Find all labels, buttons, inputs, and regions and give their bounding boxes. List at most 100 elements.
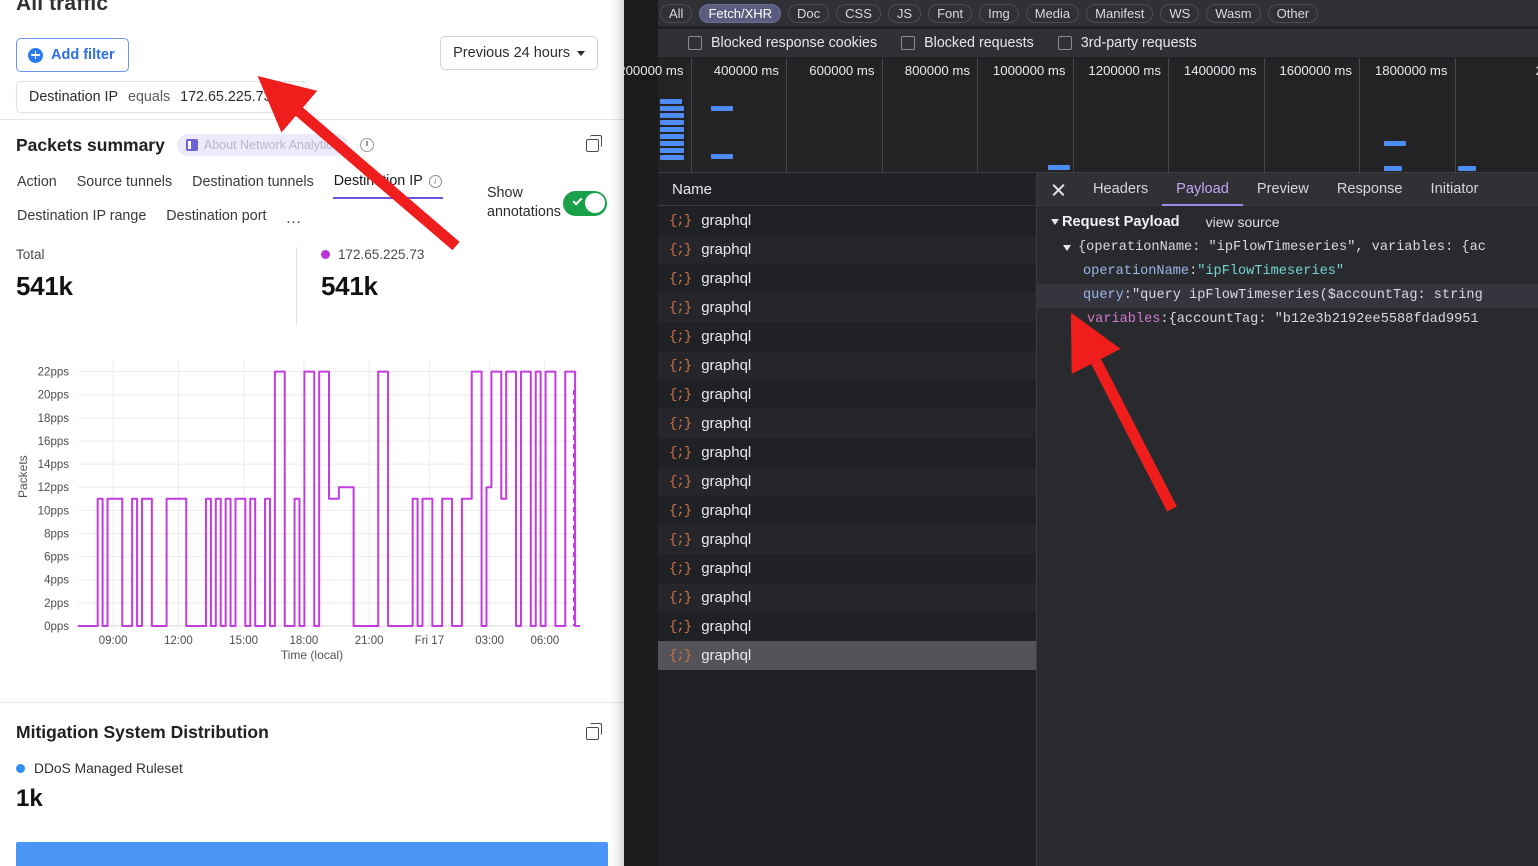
request-row[interactable]: {;} graphql (658, 264, 1036, 293)
request-row[interactable]: {;} graphql (658, 496, 1036, 525)
request-rows: {;} graphql {;} graphql {;} graphql {;} graphql… (658, 206, 1036, 670)
dim-tab-action[interactable]: Action (16, 171, 58, 198)
payload-viewer: Request Payload view source {operationNa… (1037, 206, 1538, 866)
request-row[interactable]: {;} graphql (658, 612, 1036, 641)
dim-tab-destination-tunnels[interactable]: Destination tunnels (191, 171, 315, 198)
triangle-right-icon[interactable] (1073, 316, 1079, 324)
request-row[interactable]: {;} graphql (658, 322, 1036, 351)
expand-mitigation-icon[interactable] (586, 723, 602, 740)
resource-filter-all[interactable]: All (660, 3, 693, 23)
payload-line-operationname[interactable]: operationName : "ipFlowTimeseries" (1037, 260, 1538, 284)
request-row[interactable]: {;} graphql (658, 554, 1036, 583)
request-row[interactable]: {;} graphql (658, 583, 1036, 612)
chart-plot-area: 0pps 2pps 4pps 6pps 8pps 10pps 12pps 14pps 16pps… (38, 360, 580, 647)
close-detail-icon[interactable] (1037, 173, 1079, 206)
resource-filter-media[interactable]: Media (1025, 3, 1080, 23)
payload-separator: : (1123, 288, 1132, 303)
resource-filter-other[interactable]: Other (1267, 3, 1319, 23)
checkbox-blocked-response-cookies[interactable]: Blocked response cookies (688, 35, 877, 51)
payload-key: variables (1087, 312, 1161, 327)
request-row[interactable]: {;} graphql (658, 641, 1036, 670)
resource-filter-js[interactable]: JS (887, 3, 922, 23)
svg-text:2pps: 2pps (44, 598, 69, 610)
request-row[interactable]: {;} graphql (658, 380, 1036, 409)
svg-text:09:00: 09:00 (99, 635, 128, 647)
checkbox-icon[interactable] (688, 36, 702, 50)
series-color-dot (321, 250, 330, 259)
detail-tab-preview[interactable]: Preview (1256, 180, 1309, 197)
remove-filter-icon[interactable] (282, 90, 297, 105)
dim-tab-label: Destination IP (333, 173, 423, 189)
timeline-request-bar (1048, 165, 1070, 170)
timeline-tick-label: 400000 ms (713, 63, 779, 78)
request-row[interactable]: {;} graphql (658, 293, 1036, 322)
resource-filter-ws[interactable]: WS (1160, 3, 1200, 23)
payload-line-variables[interactable]: variables : {accountTag: "b12e3b2192ee55… (1037, 308, 1538, 332)
checkbox-3rd-party-requests[interactable]: 3rd-party requests (1057, 35, 1197, 51)
resource-filter-manifest[interactable]: Manifest (1086, 3, 1154, 23)
detail-tab-headers[interactable]: Headers (1093, 180, 1149, 197)
payload-line-query[interactable]: query : "query ipFlowTimeseries($account… (1037, 284, 1538, 308)
time-range-selector[interactable]: Previous 24 hours (440, 36, 598, 70)
network-overview-timeline[interactable]: 200000 ms 400000 ms 600000 ms 800000 ms 1000… (624, 58, 1538, 173)
expand-card-icon[interactable] (586, 135, 602, 152)
mitigation-bar (16, 842, 608, 866)
svg-text:4pps: 4pps (44, 575, 69, 587)
detail-tab-response[interactable]: Response (1336, 180, 1403, 197)
timeline-tick-label: 1000000 ms (992, 63, 1066, 78)
request-name: graphql (701, 560, 752, 577)
request-row[interactable]: {;} graphql (658, 351, 1036, 380)
resource-filter-css[interactable]: CSS (836, 3, 881, 23)
page-title: All traffic (16, 0, 109, 15)
info-icon[interactable]: i (428, 174, 442, 188)
triangle-down-icon (1051, 219, 1059, 225)
dim-tab-source-tunnels[interactable]: Source tunnels (76, 171, 173, 198)
checkbox-icon[interactable] (1057, 36, 1072, 50)
resource-filter-wasm[interactable]: Wasm (1206, 3, 1261, 23)
show-annotations-toggle[interactable] (563, 190, 607, 216)
resource-filter-img[interactable]: Img (979, 3, 1019, 23)
request-row[interactable]: {;} graphql (658, 409, 1036, 438)
checkbox-label: Blocked response cookies (711, 35, 878, 51)
request-row[interactable]: {;} graphql (658, 235, 1036, 264)
timeline-segment: 2 (1456, 58, 1538, 173)
about-network-analytics-pill[interactable]: About Network Analytics (176, 134, 348, 156)
graphql-icon: {;} (669, 647, 692, 664)
timeline-segment: 1200000 ms (1074, 58, 1169, 173)
view-source-link[interactable]: view source (1205, 214, 1280, 230)
graphql-icon: {;} (669, 502, 692, 519)
svg-text:15:00: 15:00 (229, 635, 258, 647)
clock-icon[interactable] (359, 138, 374, 152)
request-row[interactable]: {;} graphql (658, 438, 1036, 467)
svg-text:03:00: 03:00 (475, 635, 504, 647)
resource-filter-font[interactable]: Font (928, 3, 973, 23)
packets-timeseries-chart[interactable]: Packets Time (local) 0pps 2pps 4pps 6pps 8pp… (0, 348, 624, 678)
request-list-header[interactable]: Name (658, 173, 1036, 206)
detail-tab-initiator[interactable]: Initiator (1430, 180, 1479, 197)
request-name: graphql (701, 328, 752, 345)
dim-tab-destination-ip-range[interactable]: Destination IP range (16, 205, 147, 232)
detail-tab-payload[interactable]: Payload (1162, 173, 1243, 206)
filter-toolbar: Add filter Previous 24 hours Destination… (0, 22, 624, 120)
request-row[interactable]: {;} graphql (658, 467, 1036, 496)
add-filter-button[interactable]: Add filter (16, 38, 129, 72)
more-dimensions-icon[interactable]: … (285, 209, 303, 227)
request-row[interactable]: {;} graphql (658, 525, 1036, 554)
checkbox-blocked-requests[interactable]: Blocked requests (901, 35, 1034, 51)
checkbox-icon[interactable] (901, 36, 916, 50)
dim-tab-destination-port[interactable]: Destination port (165, 205, 267, 232)
filter-chip-destination-ip[interactable]: Destination IP equals 172.65.225.73 (16, 81, 307, 113)
detail-tab-bar: Headers Payload Preview Response Initiator (1037, 173, 1538, 206)
triangle-down-icon (1063, 245, 1071, 251)
request-payload-title[interactable]: Request Payload (1051, 214, 1180, 230)
resource-filter-fetch-xhr[interactable]: Fetch/XHR (699, 3, 782, 23)
chart-x-axis-title: Time (local) (280, 648, 344, 662)
request-row[interactable]: {;} graphql (658, 206, 1036, 235)
svg-text:8pps: 8pps (44, 528, 69, 540)
legend-color-dot (16, 764, 25, 773)
payload-separator: : (1189, 264, 1198, 279)
resource-filter-doc[interactable]: Doc (788, 3, 830, 23)
dim-tab-destination-ip[interactable]: Destination IP i (332, 170, 443, 199)
timeline-segment: 1000000 ms (978, 58, 1074, 173)
payload-root-line[interactable]: {operationName: "ipFlowTimeseries", vari… (1037, 236, 1538, 260)
